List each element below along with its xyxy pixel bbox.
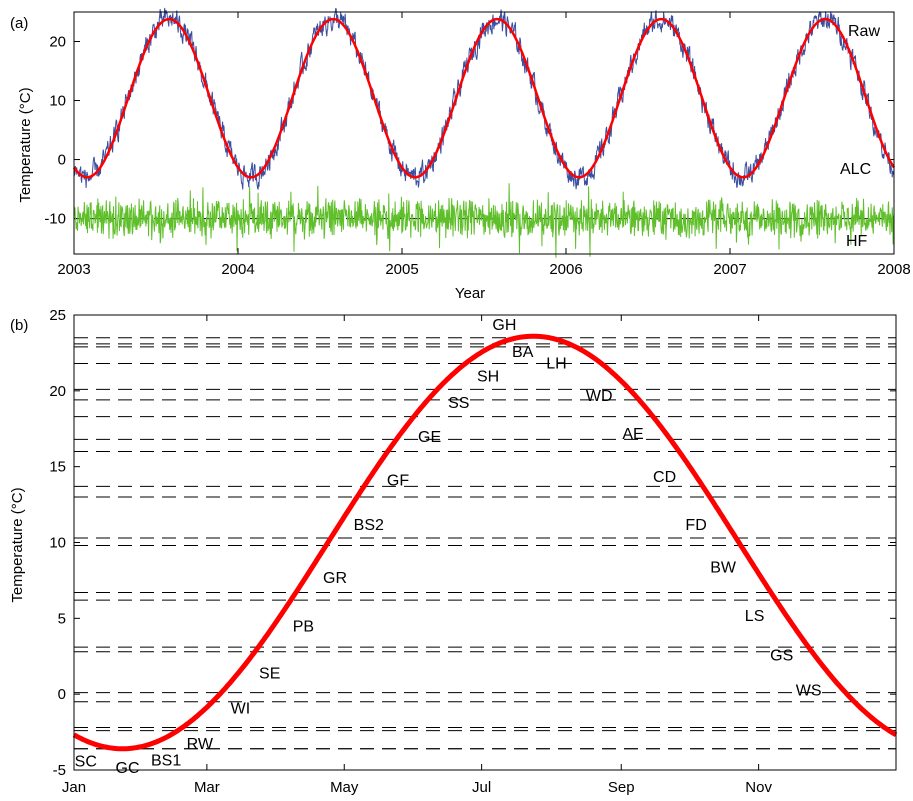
panel-b-y-tick-label: -5 [53,762,66,779]
annual-cycle-curve [72,333,898,752]
panel-a-y-tick-label: 10 [49,93,66,110]
panel-b-y-axis-label: Temperature (°C) [9,487,26,602]
panel-b-x-tick-label: Jan [62,779,86,796]
threshold-label-cd: CD [653,469,676,486]
panel-a-x-axis-label: Year [455,285,485,302]
threshold-label-ba: BA [512,344,534,361]
panel-a-x-tick-label: 2008 [877,261,910,278]
legend-alc-label: ALC [840,161,871,178]
panel-b-x-tick-label: May [330,779,359,796]
panel-b-plot-area: Jan Mar May Jul Sep Nov -5 0 5 10 15 20 25 SC GC BS1 RW W… [49,307,898,796]
panel-a-y-tick-label: -10 [44,211,66,228]
raw-series-line [73,7,895,190]
threshold-label-wi: WI [231,701,251,718]
panel-b-y-tick-label: 20 [49,383,66,400]
threshold-label-lh: LH [546,355,566,372]
hf-series-line [73,183,895,258]
threshold-label-ls: LS [745,608,765,625]
panel-b-y-tick-label: 0 [58,686,66,703]
threshold-label-pb: PB [293,618,314,635]
threshold-label-sc: SC [75,753,97,770]
panel-a-plot-area: 2003 2004 2005 2006 2007 2008 -10 0 10 20 [44,7,911,278]
panel-a-y-tick-label: 20 [49,34,66,51]
threshold-label-rw: RW [187,736,214,753]
panel-b-x-tick-label: Sep [608,779,635,796]
threshold-label-gc: GC [116,760,140,777]
threshold-label-ge: GE [418,429,441,446]
threshold-label-bw: BW [710,559,737,576]
threshold-label-gr: GR [323,570,347,587]
panel-b-y-tick-label: 5 [58,610,66,627]
alc-series-line [72,17,896,179]
threshold-label-bs2: BS2 [354,517,384,534]
threshold-label-gs: GS [770,648,793,665]
panel-a-chart: (a) Temperature (°C) Year 2003 2004 2005 20… [10,7,911,302]
threshold-label-ae: AE [622,426,643,443]
panel-b-y-tick-label: 10 [49,535,66,552]
threshold-label-bs1: BS1 [151,752,181,769]
panel-a-y-tick-label: 0 [58,152,66,169]
panel-a-label: (a) [10,15,28,32]
threshold-label-ss: SS [448,395,469,412]
threshold-label-ws: WS [796,683,822,700]
legend-raw-label: Raw [848,23,880,40]
panel-b-y-tick-label: 25 [49,307,66,324]
panel-a-x-tick-label: 2003 [57,261,90,278]
panel-b-chart: (b) Temperature (°C) Jan Mar May Jul Sep Nov -… [9,307,898,796]
panel-b-x-tick-label: Mar [194,779,220,796]
panel-a-x-tick-label: 2006 [549,261,582,278]
panel-a-x-tick-label: 2004 [221,261,254,278]
panel-a-x-tick-label: 2007 [713,261,746,278]
panel-b-frame [73,314,897,771]
panel-a-x-tick-label: 2005 [385,261,418,278]
panel-a-frame [73,11,895,255]
panel-b-x-tick-label: Nov [745,779,772,796]
threshold-label-gh: GH [492,317,516,334]
panel-b-y-tick-label: 15 [49,459,66,476]
threshold-label-gf: GF [387,472,409,489]
panel-a-y-axis-label: Temperature (°C) [17,87,34,202]
threshold-label-wd: WD [586,388,613,405]
threshold-label-fd: FD [685,517,706,534]
threshold-label-sh: SH [477,368,499,385]
threshold-label-se: SE [259,666,280,683]
panel-b-label: (b) [10,317,28,334]
panel-b-x-tick-label: Jul [472,779,491,796]
legend-hf-label: HF [846,233,868,250]
